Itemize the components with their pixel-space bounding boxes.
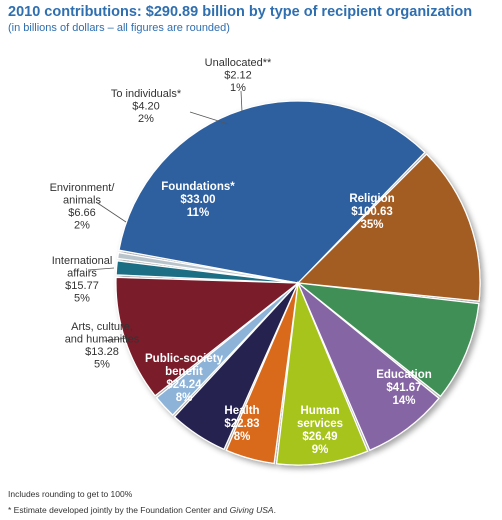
leader-lines — [87, 90, 243, 342]
slice-label-environment-animals: Environment/animals $6.66 2% — [50, 182, 116, 232]
chart-title: 2010 contributions: $290.89 billion by t… — [8, 4, 473, 20]
leader-line — [87, 267, 115, 271]
pie-slice-religion — [118, 100, 426, 284]
pie-slice-unallocated — [116, 251, 299, 284]
slice-label-arts-culture-and-humanities: Arts, culture, and humanities $13.28 5% — [65, 321, 140, 371]
slice-label-religion: Religion $100.63 35% — [349, 193, 394, 231]
slice-label-public-society-benefit: Public-society benefit $24.24 8% — [145, 353, 224, 404]
slice-label-unallocated: Unallocated** $2.12 1% — [205, 57, 272, 94]
slice-label-to-individuals: To individuals* $4.20 2% — [111, 88, 182, 125]
slice-label-foundations: Foundations* $33.00 11% — [161, 181, 235, 219]
pie-slice-arts-culture-and-humanities — [225, 282, 299, 465]
slice-label-international-affairs: International affairs $15.77 5% — [52, 255, 113, 305]
pie-slice-to-individuals — [115, 260, 299, 284]
pie-slice-environment-animals — [155, 282, 299, 416]
pie-slice-education — [296, 153, 481, 302]
leader-line — [95, 201, 127, 223]
pie-slices — [115, 100, 481, 466]
pie-slice-foundations — [115, 276, 300, 397]
pie-slice-human-services — [295, 282, 480, 398]
slice-label-education: Education $41.67 14% — [376, 369, 432, 407]
pie-slice-international-affairs — [173, 282, 299, 451]
leader-line — [103, 337, 128, 342]
chart-subtitle: (in billions of dollars – all figures ar… — [8, 22, 230, 34]
footnote-rounding: Includes rounding to get to 100% — [8, 489, 133, 499]
slice-label-health: Health $22.83 8% — [224, 405, 259, 443]
footnote-estimate-end: . — [273, 505, 276, 515]
footnote-estimate-source: Giving USA — [229, 505, 274, 515]
footnote-estimate: * Estimate developed jointly by the Foun… — [8, 505, 276, 515]
pie-slice-health — [297, 282, 440, 451]
leader-line — [240, 90, 243, 113]
leader-line — [189, 111, 229, 125]
slice-labels: Religion $100.63 35% Education $41.67 14% Huma… — [50, 57, 432, 456]
pie-slice-public-society-benefit — [275, 280, 369, 466]
slice-label-human-services: Human services $26.49 9% — [297, 405, 343, 456]
footnote-estimate-text: * Estimate developed jointly by the Foun… — [8, 505, 230, 515]
